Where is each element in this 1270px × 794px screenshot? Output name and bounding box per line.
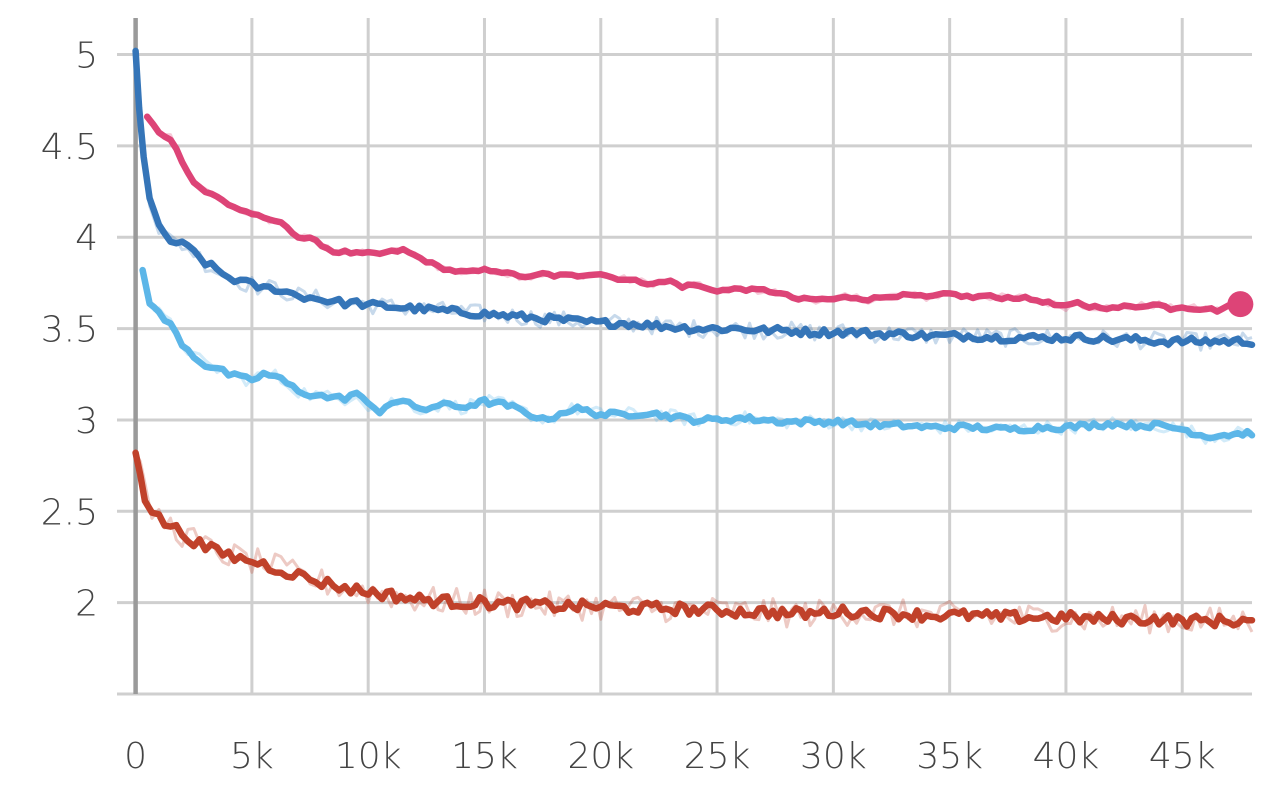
series-3-line bbox=[132, 449, 1256, 630]
series-0-endpoint-marker[interactable] bbox=[1227, 291, 1254, 318]
series-0-line bbox=[143, 113, 1244, 315]
x-tick-label: 35k bbox=[916, 736, 983, 777]
y-tick-label: 2 bbox=[75, 584, 98, 625]
y-tick-label: 4.5 bbox=[41, 127, 98, 168]
tick-labels: 5 4.5 4 3.5 3 2.5 2 0 5k 10k 15k 20k 25k 30k 35k 40k 45k bbox=[41, 36, 1216, 777]
x-tick-label: 30k bbox=[800, 736, 867, 777]
grid bbox=[117, 18, 1252, 696]
x-tick-label: 10k bbox=[335, 736, 402, 777]
x-tick-label: 25k bbox=[684, 736, 751, 777]
y-tick-label: 2.5 bbox=[41, 492, 98, 533]
y-tick-label: 4 bbox=[75, 218, 98, 259]
x-tick-label: 45k bbox=[1149, 736, 1216, 777]
x-tick-label: 5k bbox=[230, 736, 274, 777]
y-tick-label: 3 bbox=[75, 401, 98, 442]
y-tick-label: 3.5 bbox=[41, 310, 98, 351]
series-layer bbox=[132, 47, 1256, 630]
x-tick-label: 15k bbox=[451, 736, 518, 777]
y-tick-label: 5 bbox=[75, 36, 98, 77]
x-tick-label: 20k bbox=[567, 736, 634, 777]
series-1-line bbox=[132, 47, 1256, 349]
x-tick-label: 40k bbox=[1033, 736, 1100, 777]
x-tick-label: 0 bbox=[124, 736, 147, 777]
series-2-line bbox=[139, 266, 1256, 442]
